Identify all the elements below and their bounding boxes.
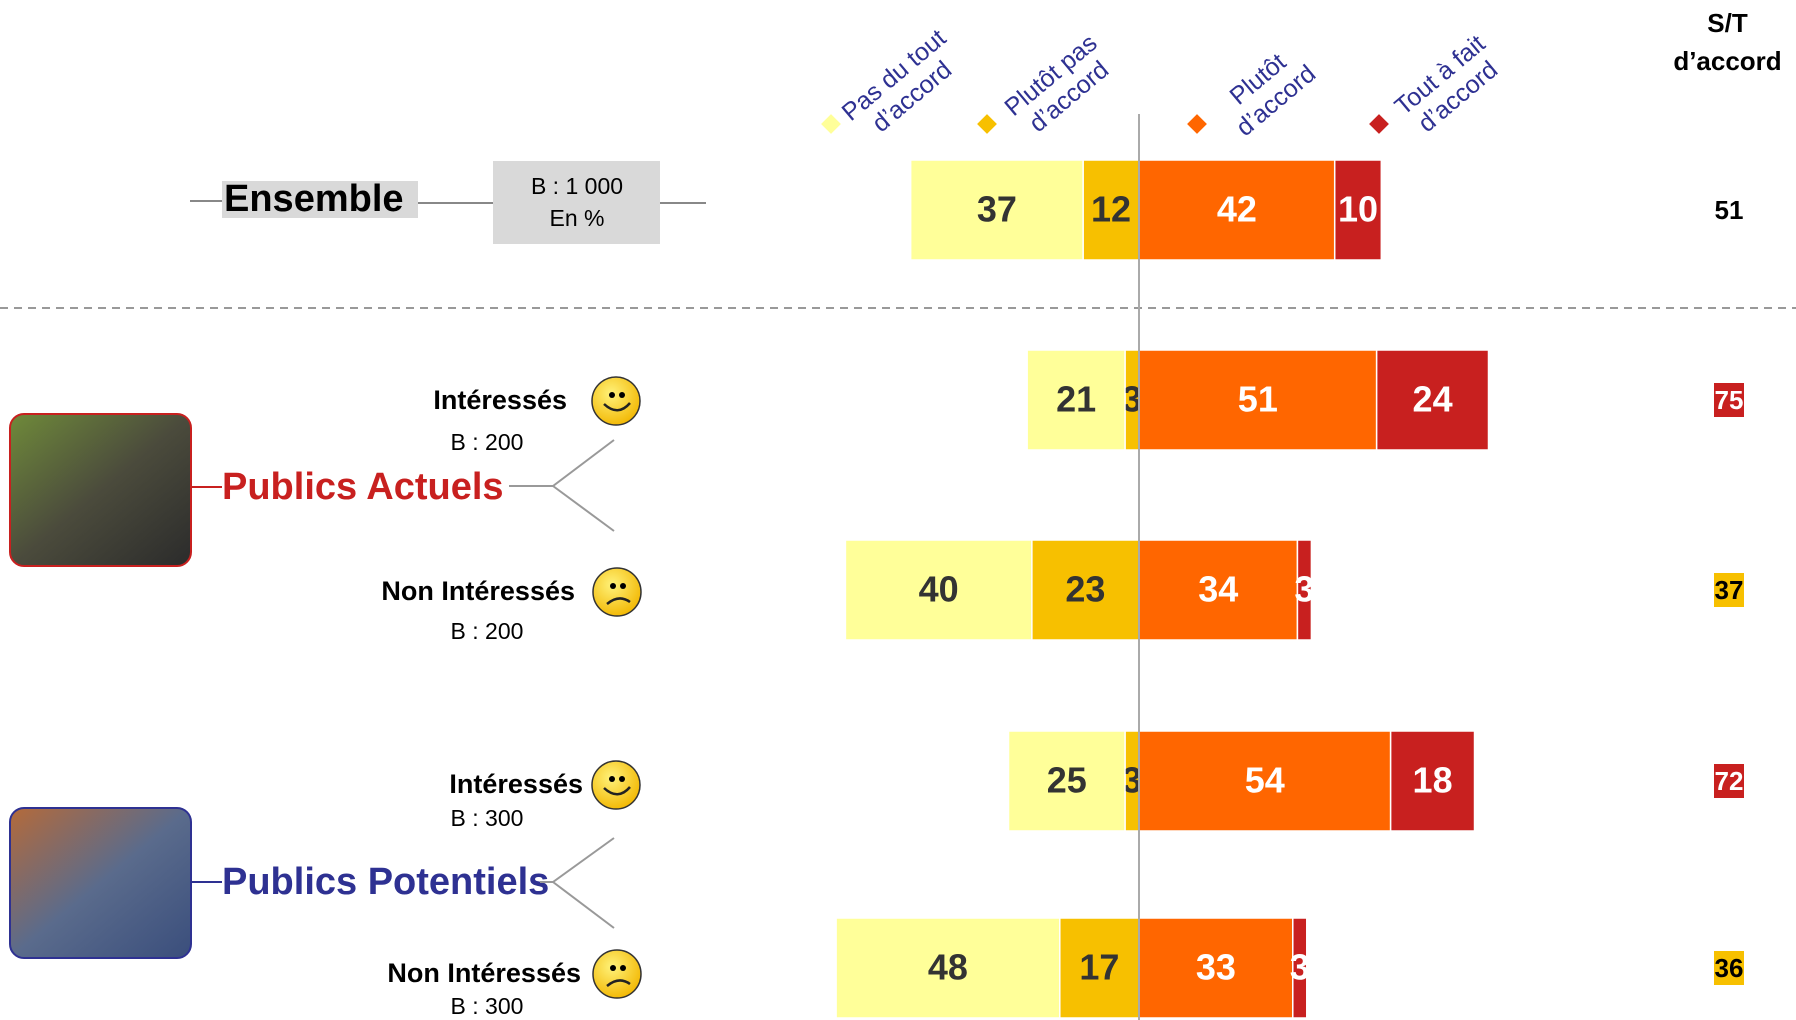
value-label: 3 xyxy=(1294,569,1314,610)
smiley-sad xyxy=(593,950,641,998)
branch xyxy=(509,440,614,486)
group-label: Publics Actuels xyxy=(222,466,504,508)
branch xyxy=(540,838,614,882)
value-label: 23 xyxy=(1065,569,1105,610)
page: Ensemble B : 1 000 En % Publics Actuels … xyxy=(0,0,1796,1020)
branch xyxy=(553,486,614,531)
value-label: 48 xyxy=(928,947,968,988)
base-label: B : 1 000 xyxy=(531,173,623,199)
value-label: 12 xyxy=(1091,189,1131,230)
value-label: 17 xyxy=(1079,947,1119,988)
value-label: 37 xyxy=(977,189,1017,230)
value-label: 51 xyxy=(1238,379,1278,420)
chart: Ensemble B : 1 000 En % Publics Actuels … xyxy=(0,0,1796,1020)
value-label: 54 xyxy=(1245,760,1285,801)
category-label: Intéressés xyxy=(449,769,583,799)
smiley-sad xyxy=(593,568,641,616)
value-label: 3 xyxy=(1290,947,1310,988)
value-label: 18 xyxy=(1413,760,1453,801)
value-label: 34 xyxy=(1198,569,1238,610)
total-label: 72 xyxy=(1715,766,1744,796)
category-label: Non Intéressés xyxy=(387,958,581,988)
group-label: Publics Potentiels xyxy=(222,861,549,903)
total-label: 75 xyxy=(1715,385,1744,415)
total-label: 37 xyxy=(1715,575,1744,605)
value-label: 21 xyxy=(1056,379,1096,420)
unit-note: En % xyxy=(550,205,605,231)
photo xyxy=(10,808,191,958)
base-label: B : 200 xyxy=(451,429,524,455)
category-label: Ensemble xyxy=(224,178,404,220)
total-label: 51 xyxy=(1715,195,1744,225)
value-label: 25 xyxy=(1047,760,1087,801)
value-label: 42 xyxy=(1217,189,1257,230)
base-label: B : 300 xyxy=(451,805,524,831)
branch xyxy=(553,882,614,928)
base-label: B : 200 xyxy=(451,618,524,644)
category-label: Non Intéressés xyxy=(381,576,575,606)
totals-title: S/T d’accord xyxy=(1670,4,1785,80)
value-label: 40 xyxy=(919,569,959,610)
base-label: B : 300 xyxy=(451,993,524,1019)
total-label: 36 xyxy=(1715,953,1744,983)
value-label: 24 xyxy=(1413,379,1453,420)
value-label: 33 xyxy=(1196,947,1236,988)
category-label: Intéressés xyxy=(433,385,567,415)
photo xyxy=(10,414,191,566)
value-label: 10 xyxy=(1338,189,1378,230)
smiley-happy xyxy=(592,377,640,425)
smiley-happy xyxy=(592,761,640,809)
